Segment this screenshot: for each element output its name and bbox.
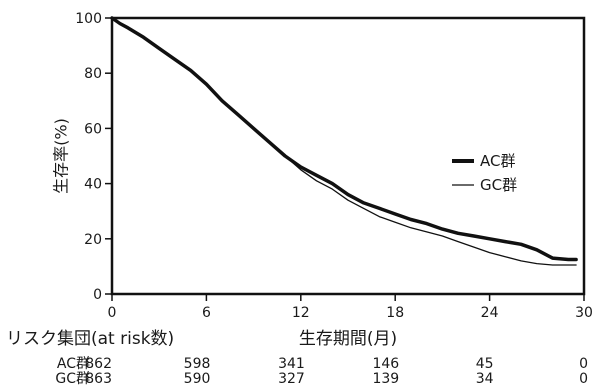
y-tick-label: 40 bbox=[84, 177, 102, 193]
series-layer bbox=[110, 16, 578, 266]
risk-table: AC群 GC群 862 598 341 146 45 0 863 590 327 139 34 0 bbox=[55, 356, 588, 387]
risk-count-cell: 146 bbox=[372, 356, 399, 372]
series-line-ac bbox=[110, 16, 578, 262]
risk-count-cell: 598 bbox=[184, 356, 211, 372]
y-axis-label: 生存率(%) bbox=[52, 118, 71, 194]
x-tick-label: 6 bbox=[202, 305, 211, 321]
x-tick-label: 30 bbox=[575, 305, 593, 321]
risk-count-cell: 341 bbox=[278, 356, 305, 372]
x-tick-label: 24 bbox=[481, 305, 499, 321]
y-tick-label: 0 bbox=[93, 287, 102, 303]
y-tick-label: 60 bbox=[84, 121, 102, 137]
x-tick-label: 0 bbox=[108, 305, 117, 321]
risk-count-cell: 0 bbox=[579, 371, 588, 387]
risk-count-cell: 45 bbox=[476, 356, 494, 372]
series-line-gc bbox=[111, 17, 577, 266]
risk-count-cell: 863 bbox=[85, 371, 112, 387]
legend-label-gc: GC群 bbox=[480, 176, 517, 194]
risk-table-label: リスク集団(at risk数) bbox=[6, 329, 174, 349]
x-axis-label: 生存期間(月) bbox=[299, 329, 397, 349]
risk-count-cell: 0 bbox=[579, 356, 588, 372]
risk-group-ac: AC群 bbox=[57, 356, 90, 372]
y-axis: 0 20 40 60 80 100 bbox=[75, 11, 112, 303]
risk-count-cell: 139 bbox=[372, 371, 399, 387]
risk-count-cell: 327 bbox=[278, 371, 305, 387]
x-axis: 0 6 12 18 24 30 bbox=[108, 294, 593, 321]
x-tick-label: 18 bbox=[386, 305, 404, 321]
y-tick-label: 80 bbox=[84, 66, 102, 82]
risk-count-cell: 590 bbox=[184, 371, 211, 387]
risk-count-cell: 862 bbox=[85, 356, 112, 372]
y-tick-label: 20 bbox=[84, 232, 102, 248]
legend-label-ac: AC群 bbox=[480, 152, 515, 170]
x-tick-label: 12 bbox=[292, 305, 310, 321]
risk-count-cell: 34 bbox=[476, 371, 494, 387]
legend: AC群 GC群 bbox=[452, 152, 517, 194]
y-tick-label: 100 bbox=[75, 11, 102, 27]
risk-group-gc: GC群 bbox=[55, 371, 90, 387]
plot-frame bbox=[110, 16, 586, 296]
